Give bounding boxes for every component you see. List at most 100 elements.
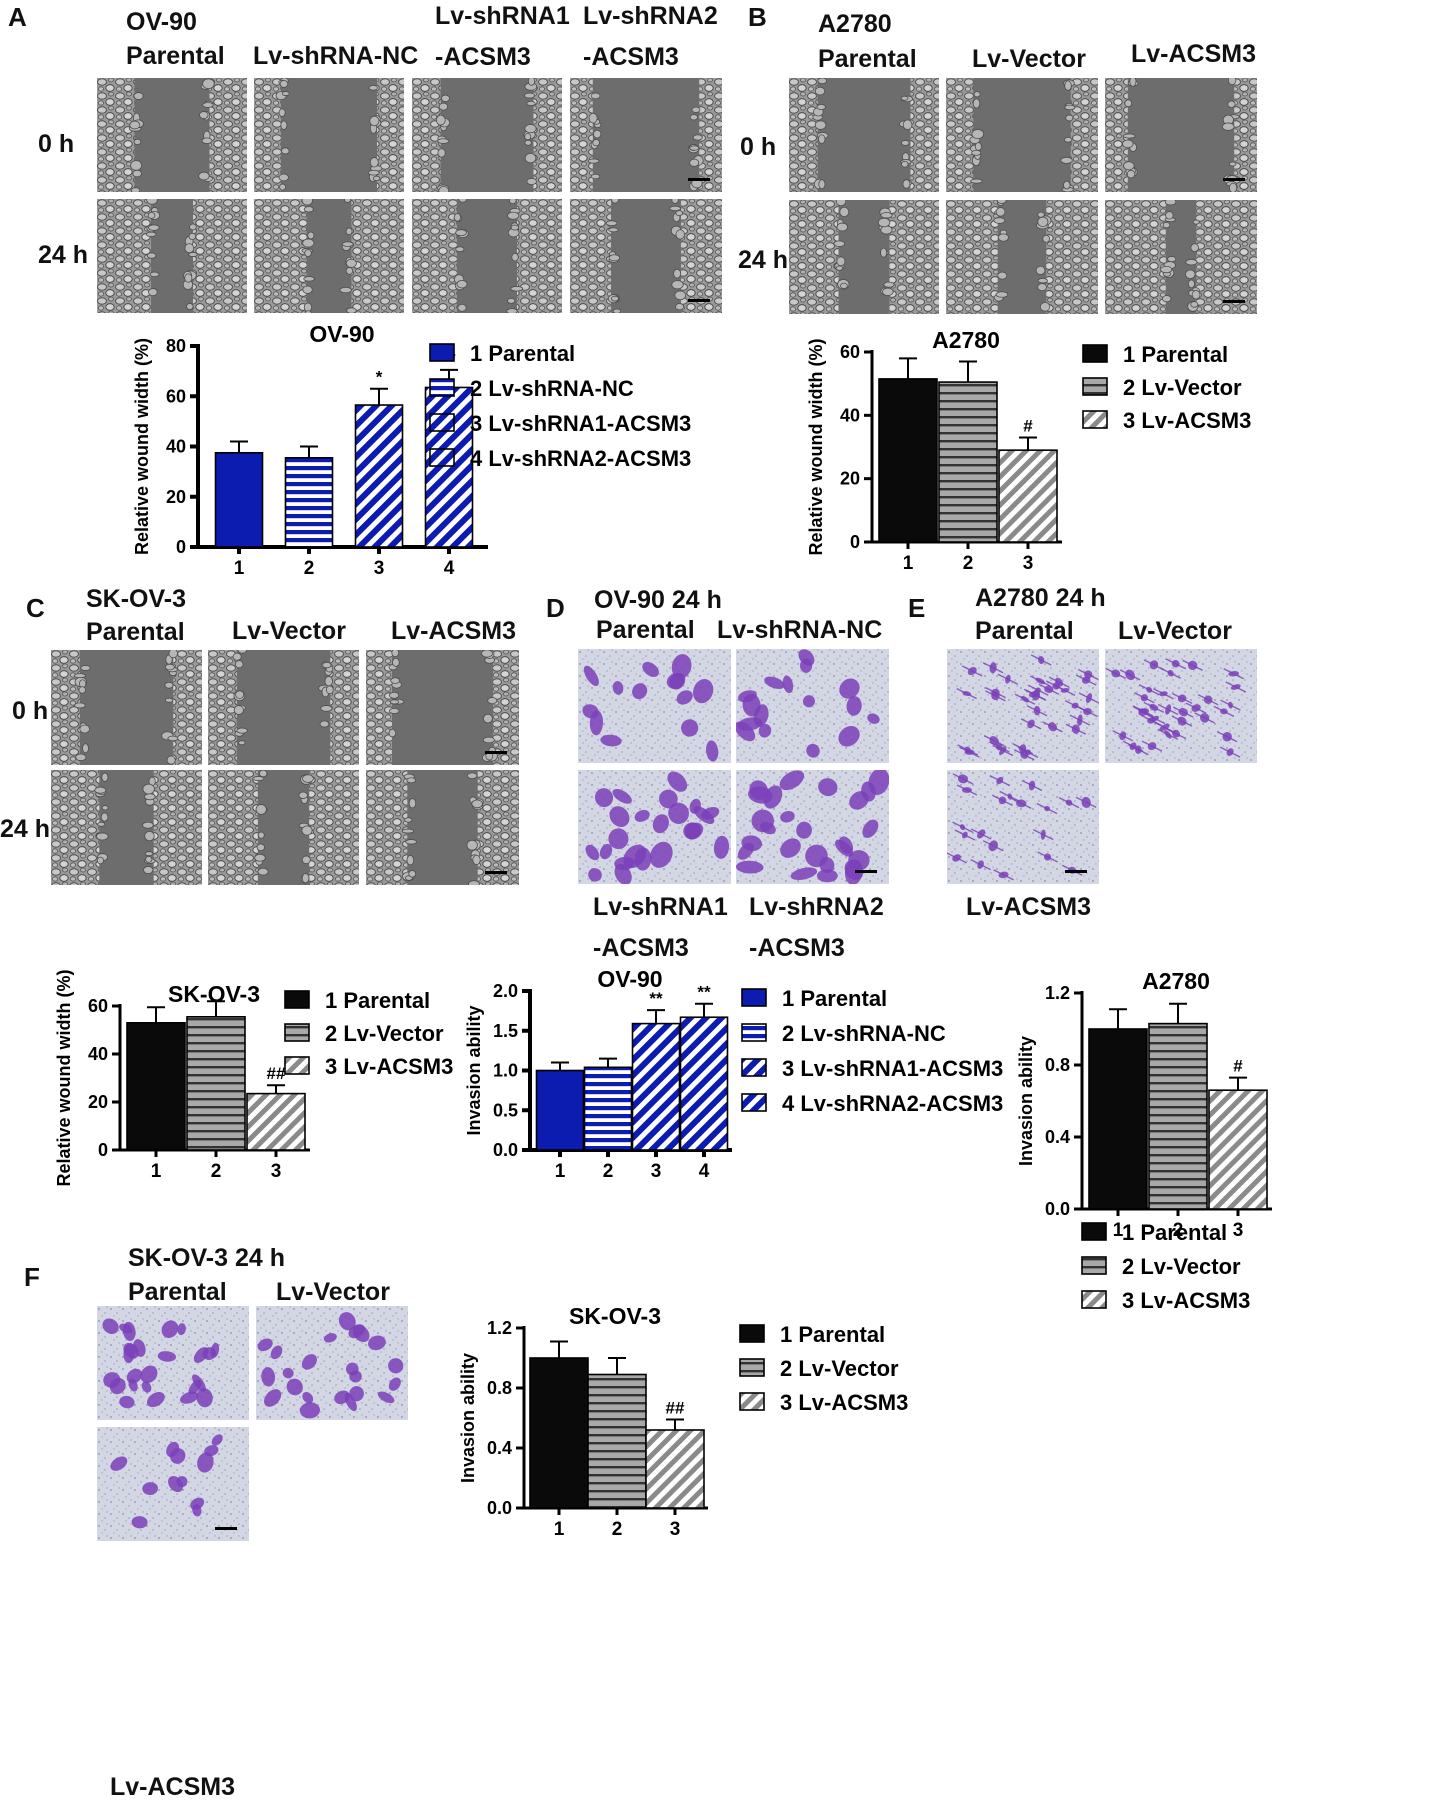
stained-cell bbox=[110, 1456, 128, 1471]
x-tick-label: 2 bbox=[612, 1519, 623, 1540]
stained-cell bbox=[123, 1342, 139, 1359]
panel-d-header-parental: Parental bbox=[596, 616, 695, 644]
y-tick-label: 2.0 bbox=[493, 981, 518, 1001]
wound-image bbox=[412, 78, 562, 192]
significance-marker: * bbox=[376, 368, 383, 387]
x-tick-label: 2 bbox=[304, 558, 315, 579]
stained-cell bbox=[782, 675, 794, 694]
legend-label: 3 Lv-shRNA1-ACSM3 bbox=[782, 1056, 1003, 1081]
x-tick-label: 3 bbox=[1233, 1220, 1244, 1241]
stained-cell bbox=[862, 819, 879, 838]
stained-cell bbox=[323, 1333, 337, 1343]
x-tick-label: 3 bbox=[651, 1161, 662, 1182]
chart-title: OV-90 bbox=[309, 321, 374, 347]
stained-cell bbox=[737, 842, 754, 860]
transwell-image bbox=[947, 770, 1099, 884]
x-tick-label: 4 bbox=[699, 1161, 710, 1182]
stained-cell bbox=[192, 1504, 202, 1517]
panel-c-header-acsm3: Lv-ACSM3 bbox=[391, 617, 517, 645]
wound-gap bbox=[457, 199, 517, 313]
chart-a: OV-90 0 20 40 60 80 Relative wound width (%) 1 2… bbox=[132, 321, 691, 579]
panel-c-cell-line: SK-OV-3 bbox=[86, 585, 187, 613]
stained-cell bbox=[388, 1358, 404, 1374]
x-tick-label: 3 bbox=[1023, 553, 1034, 574]
bar bbox=[186, 1015, 246, 1151]
stained-cell bbox=[282, 1367, 294, 1379]
y-tick-label: 0.5 bbox=[493, 1100, 518, 1120]
stained-cell bbox=[177, 1323, 186, 1336]
legend-label: 3 Lv-ACSM3 bbox=[780, 1390, 908, 1415]
wound-gap bbox=[79, 650, 174, 765]
stained-cell bbox=[609, 806, 630, 827]
panel-d-letter: D bbox=[546, 593, 565, 623]
legend-label: 1 Parental bbox=[782, 986, 887, 1011]
stained-cell bbox=[838, 725, 860, 747]
significance-marker: ## bbox=[267, 1064, 286, 1083]
wound-image bbox=[97, 199, 247, 313]
stained-cell bbox=[161, 1320, 179, 1338]
chart-c: SK-OV-3 0 20 40 60 Relative wound width (%) 1 2… bbox=[54, 969, 453, 1186]
stained-cell bbox=[264, 1389, 282, 1407]
y-axis-label: Relative wound width (%) bbox=[54, 969, 74, 1186]
transwell-image bbox=[1105, 649, 1257, 763]
panel-b-header-acsm3: Lv-ACSM3 bbox=[1131, 40, 1257, 68]
bar bbox=[631, 1022, 681, 1151]
stained-cell bbox=[763, 785, 783, 809]
transwell-image bbox=[256, 1306, 408, 1420]
stained-cell bbox=[867, 713, 880, 724]
bar bbox=[1208, 1089, 1268, 1210]
y-tick-label: 1.0 bbox=[493, 1061, 518, 1081]
panel-f-header-parental: Parental bbox=[128, 1278, 227, 1306]
legend-swatch bbox=[284, 990, 310, 1009]
stained-cell bbox=[713, 835, 730, 859]
x-tick-label: 1 bbox=[555, 1161, 566, 1182]
stained-cell bbox=[157, 1351, 177, 1362]
panel-a-header-shrna-nc: Lv-shRNA-NC bbox=[253, 42, 419, 70]
wound-gap bbox=[1127, 78, 1235, 192]
scale-bar bbox=[215, 1527, 237, 1530]
panel-a-row-0h: 0 h bbox=[38, 130, 75, 158]
stained-cell bbox=[612, 681, 624, 695]
x-tick-label: 2 bbox=[963, 553, 974, 574]
panel-d-footer-shrna2: Lv-shRNA2 bbox=[749, 893, 884, 921]
wound-gap bbox=[134, 78, 210, 192]
stained-cell bbox=[211, 1434, 223, 1446]
bar bbox=[535, 1069, 585, 1151]
wound-image bbox=[254, 199, 404, 313]
wound-gap bbox=[281, 78, 377, 192]
wound-image bbox=[51, 770, 202, 885]
panel-c-row-24h: 24 h bbox=[0, 815, 51, 843]
stained-cell bbox=[642, 661, 659, 677]
stained-cell bbox=[659, 789, 678, 809]
stained-cell bbox=[180, 1391, 199, 1404]
panel-d-footer-shrna2-b: -ACSM3 bbox=[749, 934, 845, 962]
stained-cell bbox=[204, 1445, 219, 1457]
panel-b-cell-line: A2780 bbox=[818, 10, 892, 38]
panel-a-cell-line: OV-90 bbox=[126, 8, 197, 36]
y-tick-label: 80 bbox=[166, 336, 186, 356]
wound-image bbox=[208, 650, 359, 765]
stained-cell bbox=[176, 1476, 188, 1488]
legend-swatch bbox=[1082, 410, 1108, 429]
stained-cell bbox=[594, 788, 614, 808]
wound-image bbox=[946, 200, 1098, 314]
scale-bar bbox=[688, 299, 710, 302]
legend-swatch bbox=[739, 1324, 765, 1343]
stained-cell bbox=[334, 1390, 350, 1405]
significance-marker: ** bbox=[697, 983, 711, 1002]
y-tick-label: 1.2 bbox=[1045, 983, 1070, 1003]
x-tick-label: 2 bbox=[211, 1161, 222, 1182]
y-tick-label: 0 bbox=[98, 1140, 108, 1160]
chart-d: OV-90 0.0 0.5 1.0 1.5 2.0 Invasion ability 1 2 3 *… bbox=[464, 966, 1003, 1182]
stained-cell bbox=[585, 844, 600, 861]
y-tick-label: 1.2 bbox=[487, 1318, 512, 1338]
wound-image bbox=[789, 78, 939, 192]
legend-label: 1 Parental bbox=[1122, 1220, 1227, 1245]
stained-cell bbox=[589, 710, 604, 736]
legend-swatch bbox=[429, 378, 455, 397]
y-tick-label: 40 bbox=[166, 437, 186, 457]
legend-swatch bbox=[1081, 1256, 1107, 1275]
stained-cell bbox=[799, 658, 813, 673]
stained-cell bbox=[806, 743, 820, 758]
bar bbox=[645, 1429, 705, 1509]
